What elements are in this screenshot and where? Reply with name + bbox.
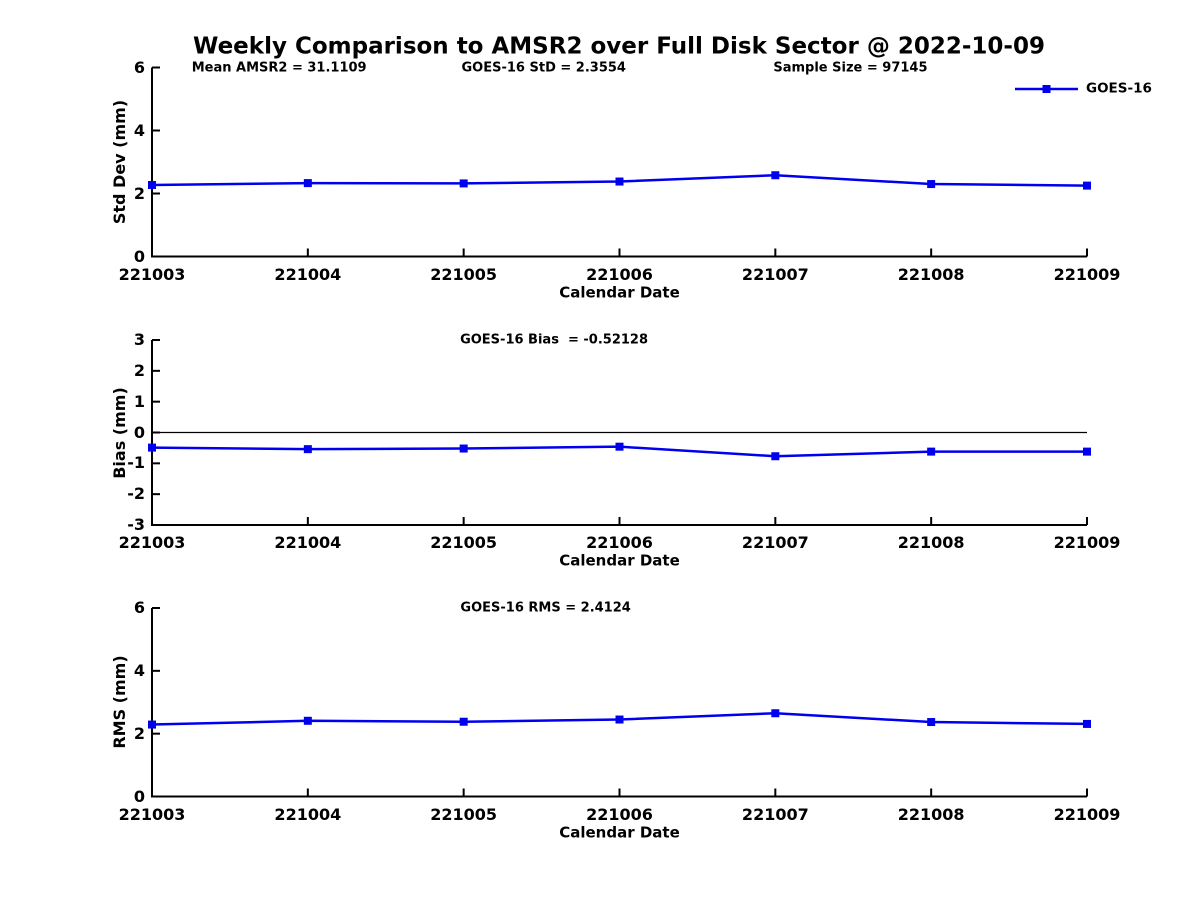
data-marker-rms-221004 xyxy=(303,716,312,725)
data-marker-std-221008 xyxy=(927,180,936,189)
x-tick-label-std-221003: 221003 xyxy=(118,264,186,284)
x-tick-label-bias-221007: 221007 xyxy=(741,533,809,552)
y-tick-label-rms-0: 0 xyxy=(133,786,145,806)
axis-frame-rms xyxy=(151,608,1087,798)
xlabel-rms: Calendar Date xyxy=(559,823,680,841)
data-marker-std-221003 xyxy=(148,180,156,189)
x-tick-label-bias-221003: 221003 xyxy=(118,533,186,552)
data-marker-rms-221009 xyxy=(1083,719,1091,728)
data-marker-bias-221006 xyxy=(615,442,624,451)
data-marker-bias-221009 xyxy=(1083,447,1091,456)
ylabel-bias: Bias (mm) xyxy=(110,386,129,479)
x-tick-label-rms-221005: 221005 xyxy=(430,804,498,824)
annotation-goes16-std: GOES-16 StD = 2.3554 xyxy=(461,60,626,75)
y-tick-label-bias--1: -1 xyxy=(127,453,145,473)
annotation-goes16-rms: GOES-16 RMS = 2.4124 xyxy=(460,600,631,616)
data-marker-bias-221003 xyxy=(148,443,156,452)
figure-title: Weekly Comparison to AMSR2 over Full Dis… xyxy=(193,33,1045,60)
data-marker-std-221006 xyxy=(615,177,624,186)
y-tick-label-bias-0: 0 xyxy=(133,422,145,442)
data-marker-std-221007 xyxy=(771,171,780,180)
y-tick-label-std-6: 6 xyxy=(133,57,145,77)
data-marker-bias-221004 xyxy=(303,445,312,454)
data-marker-rms-221007 xyxy=(771,709,780,718)
x-tick-label-rms-221009: 221009 xyxy=(1053,804,1121,824)
data-marker-std-221005 xyxy=(459,179,468,188)
x-tick-label-std-221008: 221008 xyxy=(897,264,965,284)
x-tick-label-bias-221005: 221005 xyxy=(430,533,498,552)
data-marker-rms-221008 xyxy=(927,718,936,727)
data-marker-rms-221006 xyxy=(615,715,624,724)
x-tick-label-bias-221006: 221006 xyxy=(586,533,653,552)
y-tick-label-bias-1: 1 xyxy=(133,391,145,411)
data-marker-std-221009 xyxy=(1083,181,1091,190)
ylabel-std: Std Dev (mm) xyxy=(110,99,129,225)
y-tick-label-rms-4: 4 xyxy=(133,660,145,680)
y-tick-label-std-4: 4 xyxy=(133,120,145,140)
x-tick-label-std-221005: 221005 xyxy=(430,264,498,284)
x-tick-label-rms-221003: 221003 xyxy=(118,804,186,824)
x-tick-label-rms-221004: 221004 xyxy=(274,804,342,824)
ylabel-rms: RMS (mm) xyxy=(110,655,129,749)
data-marker-bias-221008 xyxy=(927,447,936,456)
subplot-rms xyxy=(148,607,1091,798)
x-tick-label-bias-221008: 221008 xyxy=(897,533,965,552)
y-tick-label-rms-6: 6 xyxy=(133,598,145,617)
x-tick-label-std-221007: 221007 xyxy=(741,264,809,284)
x-tick-label-rms-221006: 221006 xyxy=(586,804,653,824)
x-tick-label-bias-221004: 221004 xyxy=(274,533,342,552)
legend-label-goes16: GOES-16 xyxy=(1086,80,1152,97)
data-marker-rms-221003 xyxy=(148,720,156,729)
y-tick-label-bias--3: -3 xyxy=(127,515,145,534)
y-tick-label-rms-2: 2 xyxy=(133,723,145,743)
axis-frame-std xyxy=(151,67,1087,258)
subplot-bias xyxy=(148,339,1091,526)
xlabel-std: Calendar Date xyxy=(559,283,680,301)
annotation-mean-amsr2: Mean AMSR2 = 31.1109 xyxy=(191,60,367,75)
annotation-goes16-bias: GOES-16 Bias = -0.52128 xyxy=(460,332,649,348)
x-tick-label-rms-221008: 221008 xyxy=(897,804,965,824)
y-tick-label-std-0: 0 xyxy=(133,246,145,266)
y-tick-label-bias-3: 3 xyxy=(133,330,145,349)
legend-marker-sample xyxy=(1042,85,1051,93)
x-tick-label-std-221006: 221006 xyxy=(586,264,653,284)
subplot-std xyxy=(148,66,1091,258)
data-marker-rms-221005 xyxy=(459,717,468,726)
annotation-sample-size: Sample Size = 97145 xyxy=(773,60,928,75)
x-tick-label-std-221004: 221004 xyxy=(274,264,342,284)
x-tick-label-bias-221009: 221009 xyxy=(1053,533,1121,552)
xlabel-bias: Calendar Date xyxy=(559,551,680,570)
y-tick-label-bias--2: -2 xyxy=(127,484,145,504)
data-marker-bias-221007 xyxy=(771,452,780,461)
y-tick-label-std-2: 2 xyxy=(133,183,145,203)
x-tick-label-std-221009: 221009 xyxy=(1053,264,1121,284)
data-marker-bias-221005 xyxy=(459,444,468,453)
data-marker-std-221004 xyxy=(303,179,312,188)
y-tick-label-bias-2: 2 xyxy=(133,360,145,380)
x-tick-label-rms-221007: 221007 xyxy=(741,804,809,824)
